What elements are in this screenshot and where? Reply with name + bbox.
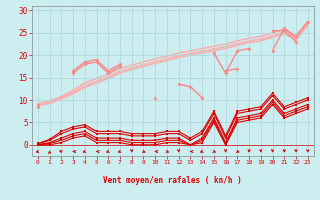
X-axis label: Vent moyen/en rafales ( kn/h ): Vent moyen/en rafales ( kn/h ) [103,176,242,185]
